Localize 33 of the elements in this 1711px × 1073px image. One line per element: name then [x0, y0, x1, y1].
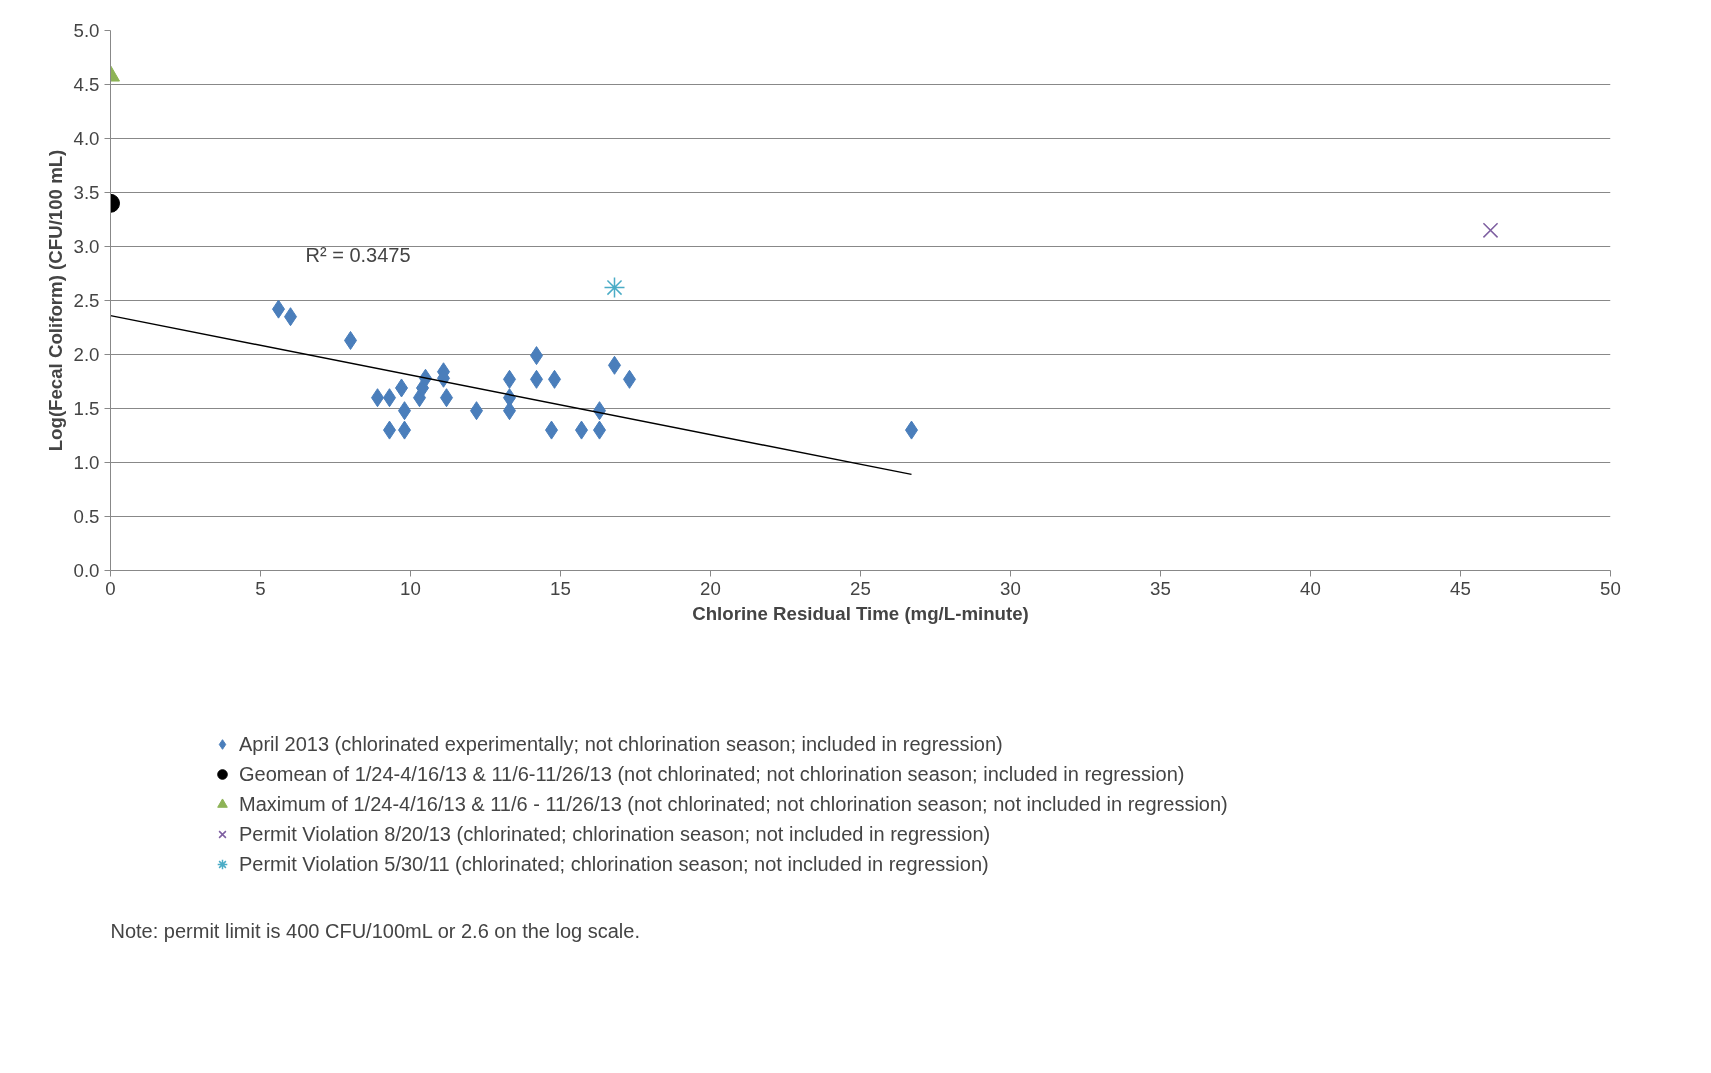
x-tick-label: 45: [1450, 577, 1471, 599]
legend-label: Permit Violation 8/20/13 (chlorinated; chlorination season; not included in regression): [239, 822, 991, 846]
x-tick-label: 0: [105, 577, 116, 599]
legend-label: Maximum of 1/24-4/16/13 & 11/6 - 11/26/13 (not chlorinated; not chlorination season; not included in regression): [239, 792, 1228, 816]
x-tick-label: 25: [850, 577, 871, 599]
legend-label: Permit Violation 5/30/11 (chlorinated; chlorination season; not included in regression): [239, 852, 989, 876]
x-tick-label: 15: [550, 577, 571, 599]
x-axis-title: Chlorine Residual Time (mg/L-minute): [692, 602, 1029, 624]
x-tick-label: 30: [1000, 577, 1021, 599]
y-tick-label: 1.0: [73, 452, 100, 473]
y-tick-label: 2.5: [73, 290, 100, 311]
y-tick-label: 4.5: [73, 74, 100, 95]
x-tick-label: 50: [1600, 577, 1621, 599]
y-tick-label: 4.0: [73, 128, 100, 149]
y-tick-label: 1.5: [73, 398, 100, 419]
y-tick-label: 3.0: [73, 236, 100, 257]
text: Note: permit limit is 400 CFU/100mL or 2.6 on the log scale.: [110, 919, 640, 942]
point: [603, 276, 626, 299]
y-tick-label: 0.5: [73, 506, 100, 527]
x-tick-label: 5: [255, 577, 266, 599]
x-tick-label: 35: [1150, 577, 1171, 599]
x-tick-label: 20: [700, 577, 721, 599]
y-axis-title: Log(Fecal Coliform) (CFU/100 mL): [44, 149, 66, 452]
y-tick-label: 0.0: [73, 560, 100, 581]
legend-label: Geomean of 1/24-4/16/13 & 11/6-11/26/13 (not chlorinated; not chlorination season; included in regression): [239, 762, 1185, 786]
x-tick-label: 10: [400, 577, 421, 599]
legend-label: April 2013 (chlorinated experimentally; not chlorination season; included in regression): [239, 732, 1003, 756]
point: [1482, 222, 1499, 239]
y-tick-label: 2.0: [73, 344, 100, 365]
annotation: R² = 0.3475: [305, 243, 411, 266]
y-tick-label: 3.5: [73, 182, 100, 203]
y-tick-label: 5.0: [73, 20, 100, 41]
x-tick-label: 40: [1300, 577, 1321, 599]
